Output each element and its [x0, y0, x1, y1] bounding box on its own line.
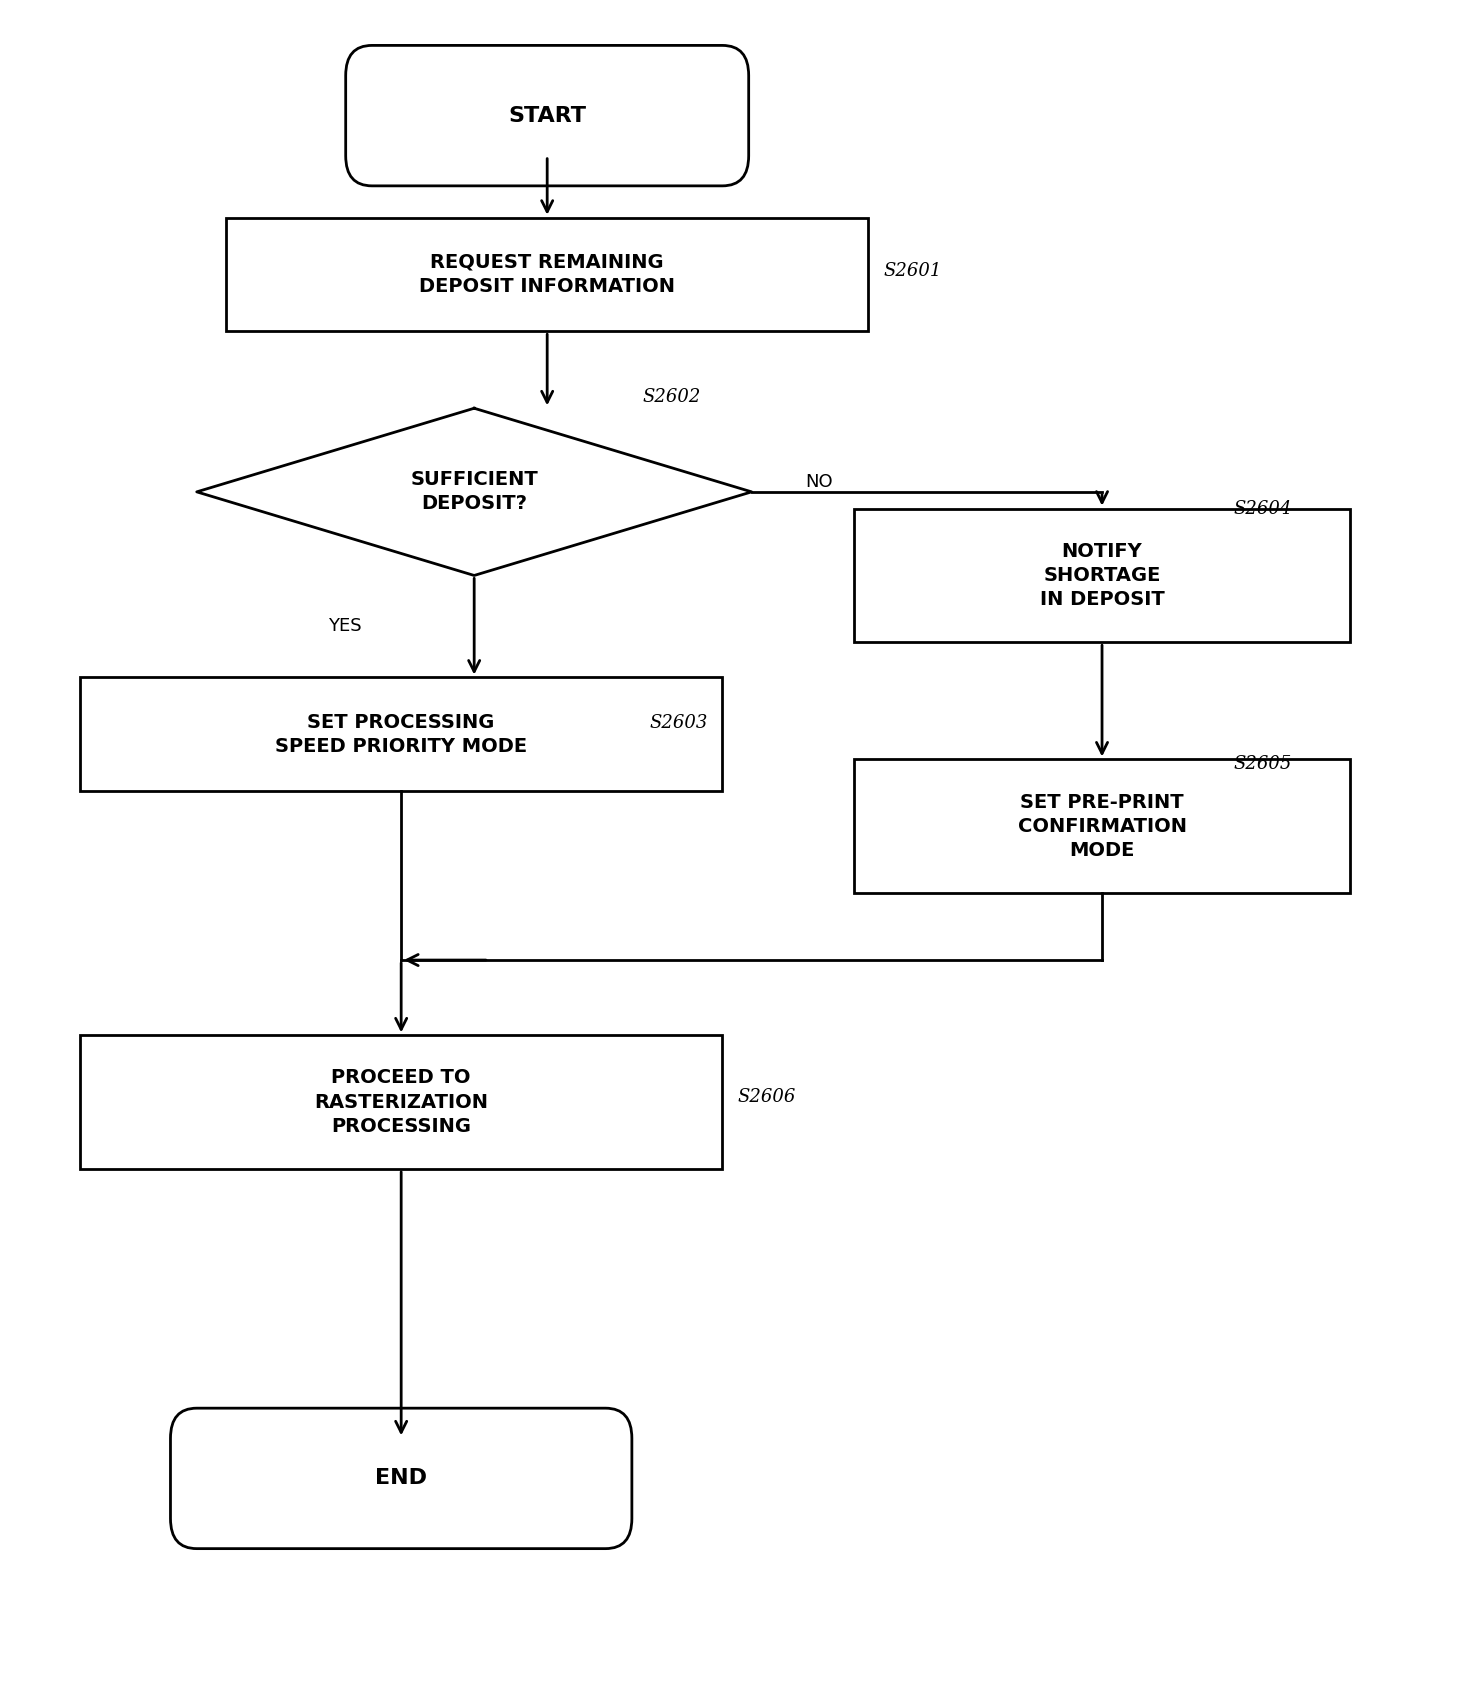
Polygon shape	[196, 408, 752, 575]
Bar	[80, 678, 722, 791]
Text: S2603: S2603	[650, 713, 708, 732]
Text: S2605: S2605	[1234, 755, 1291, 774]
Text: SUFFICIENT
DEPOSIT?: SUFFICIENT DEPOSIT?	[410, 470, 538, 514]
Text: REQUEST REMAINING
DEPOSIT INFORMATION: REQUEST REMAINING DEPOSIT INFORMATION	[419, 253, 675, 297]
Text: START: START	[509, 106, 587, 126]
Bar	[853, 759, 1350, 894]
Bar	[226, 217, 868, 332]
Text: S2602: S2602	[643, 388, 700, 406]
Text: YES: YES	[329, 617, 361, 634]
Text: NOTIFY
SHORTAGE
IN DEPOSIT: NOTIFY SHORTAGE IN DEPOSIT	[1039, 541, 1164, 609]
Text: NO: NO	[806, 472, 833, 491]
Text: END: END	[376, 1469, 427, 1489]
Bar	[853, 509, 1350, 642]
FancyBboxPatch shape	[171, 1408, 632, 1549]
Text: SET PROCESSING
SPEED PRIORITY MODE: SET PROCESSING SPEED PRIORITY MODE	[276, 713, 528, 755]
Bar	[80, 1035, 722, 1168]
FancyBboxPatch shape	[346, 46, 749, 185]
Text: S2601: S2601	[883, 261, 942, 280]
Text: S2606: S2606	[737, 1087, 796, 1106]
Text: S2604: S2604	[1234, 499, 1291, 518]
Text: PROCEED TO
RASTERIZATION
PROCESSING: PROCEED TO RASTERIZATION PROCESSING	[314, 1069, 488, 1136]
Text: SET PRE-PRINT
CONFIRMATION
MODE: SET PRE-PRINT CONFIRMATION MODE	[1017, 792, 1187, 860]
